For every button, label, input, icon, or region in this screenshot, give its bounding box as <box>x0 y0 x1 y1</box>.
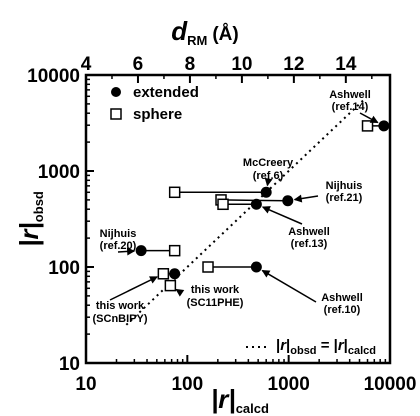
svg-text:(SCnBIPY): (SCnBIPY) <box>93 313 148 325</box>
y-tick-label: 100 <box>48 258 80 279</box>
sphere-point <box>217 198 229 211</box>
annotation-nijhuis-20: Nijhuis (ref.20) <box>100 228 137 252</box>
data-layer <box>125 96 390 326</box>
top-tick-label: 14 <box>335 54 357 75</box>
annotation-arrow-shaft <box>109 276 158 301</box>
annotation-arrow-shaft <box>262 206 303 225</box>
plot-frame <box>84 73 392 365</box>
sphere-point <box>157 268 170 280</box>
extended-point <box>378 120 390 132</box>
annotations: Nijhuis (ref.20) McCreery (ref.6) Nijhui… <box>93 89 371 325</box>
annotation-arrow-head <box>264 177 273 187</box>
svg-text:this work: this work <box>191 284 240 296</box>
sphere-point <box>168 186 181 199</box>
svg-text:dRM(Å): dRM (Å) <box>171 16 239 48</box>
annotation-arrow-shaft <box>262 269 317 303</box>
y-tick-label: 10000 <box>27 66 80 87</box>
svg-text:McCreery: McCreery <box>243 157 294 169</box>
extended-point <box>250 261 262 273</box>
annotation-arrows <box>109 112 379 303</box>
annotation-this-work-scnbipy: this work (SCnBIPY) <box>93 300 148 325</box>
svg-text:(ref.10): (ref.10) <box>324 304 361 316</box>
annotation-arrow-head <box>149 276 158 284</box>
x-tick-label: 10000 <box>364 374 417 395</box>
annotation-arrow-head <box>369 115 379 124</box>
svg-text:|r|calcd: |r|calcd <box>211 384 269 416</box>
top-axis-label: dRM (Å) <box>171 16 239 48</box>
annotation-ashwell-13: Ashwell (ref.13) <box>288 226 330 250</box>
annotation-this-work-sc11phe: this work (SC11PHE) <box>187 284 244 309</box>
top-tick-label: 6 <box>133 54 144 75</box>
annotation-arrow-head <box>261 270 271 278</box>
legend-line-label: |r|obsd = |r|calcd <box>276 337 376 357</box>
annotation-arrow-head <box>126 247 136 256</box>
x-tick-label: 10 <box>75 374 96 395</box>
annotation-mccreery-6: McCreery (ref.6) <box>243 157 294 182</box>
y-axis-label: |r|obsd <box>14 191 46 247</box>
y-tick-label: 10 <box>59 354 80 375</box>
svg-text:Nijhuis: Nijhuis <box>100 228 137 240</box>
svg-text:(ref.21): (ref.21) <box>326 192 363 204</box>
svg-text:Ashwell: Ashwell <box>288 226 330 238</box>
y-tick-label: 1000 <box>38 162 80 183</box>
svg-text:Ashwell: Ashwell <box>321 292 363 304</box>
top-tick-label: 8 <box>185 54 196 75</box>
legend-sphere-label: sphere <box>133 106 182 123</box>
x-tick-label: 1000 <box>268 374 310 395</box>
svg-text:|r|obsd: |r|obsd <box>14 191 46 247</box>
svg-text:this work: this work <box>96 300 145 312</box>
svg-text:(SC11PHE): (SC11PHE) <box>187 297 244 309</box>
svg-text:(ref.13): (ref.13) <box>291 238 328 250</box>
extended-point <box>135 245 147 257</box>
annotation-arrow-head <box>261 206 271 214</box>
annotation-arrow-head <box>293 194 303 203</box>
annotation-ashwell-10: Ashwell (ref.10) <box>321 292 363 316</box>
svg-text:Ashwell: Ashwell <box>329 89 371 101</box>
annotation-ashwell-14: Ashwell (ref.14) <box>329 89 371 113</box>
extended-point <box>260 186 272 198</box>
sphere-point <box>361 120 374 132</box>
x-axis-label: |r|calcd <box>211 384 269 416</box>
svg-text:(ref.6): (ref.6) <box>253 170 284 182</box>
legend: extended sphere |r|obsd = |r|calcd <box>110 84 376 357</box>
extended-point <box>282 195 294 207</box>
sphere-point <box>168 244 181 257</box>
extended-point <box>250 198 262 210</box>
top-tick-label: 10 <box>231 54 252 75</box>
annotation-arrow-head <box>175 288 185 297</box>
x-tick-label: 100 <box>171 374 203 395</box>
svg-text:Nijhuis: Nijhuis <box>326 180 363 192</box>
top-tick-label: 4 <box>81 54 92 75</box>
annotation-nijhuis-21: Nijhuis (ref.21) <box>326 180 363 204</box>
sphere-point <box>164 279 177 292</box>
legend-extended-marker <box>111 87 121 97</box>
svg-text:(ref.14): (ref.14) <box>332 101 369 113</box>
legend-sphere-marker <box>110 108 122 120</box>
sphere-point <box>202 261 214 273</box>
legend-extended-label: extended <box>133 84 199 101</box>
top-tick-label: 12 <box>283 54 304 75</box>
extended-point <box>169 268 181 280</box>
reference-line <box>125 96 367 326</box>
